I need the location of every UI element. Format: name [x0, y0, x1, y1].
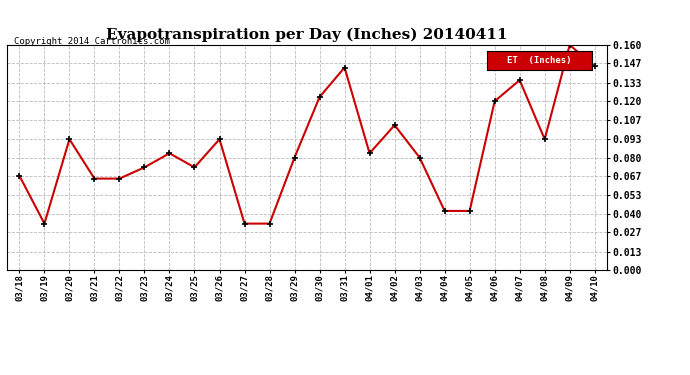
Text: Copyright 2014 Cartronics.com: Copyright 2014 Cartronics.com — [14, 38, 170, 46]
Title: Evapotranspiration per Day (Inches) 20140411: Evapotranspiration per Day (Inches) 2014… — [106, 28, 508, 42]
